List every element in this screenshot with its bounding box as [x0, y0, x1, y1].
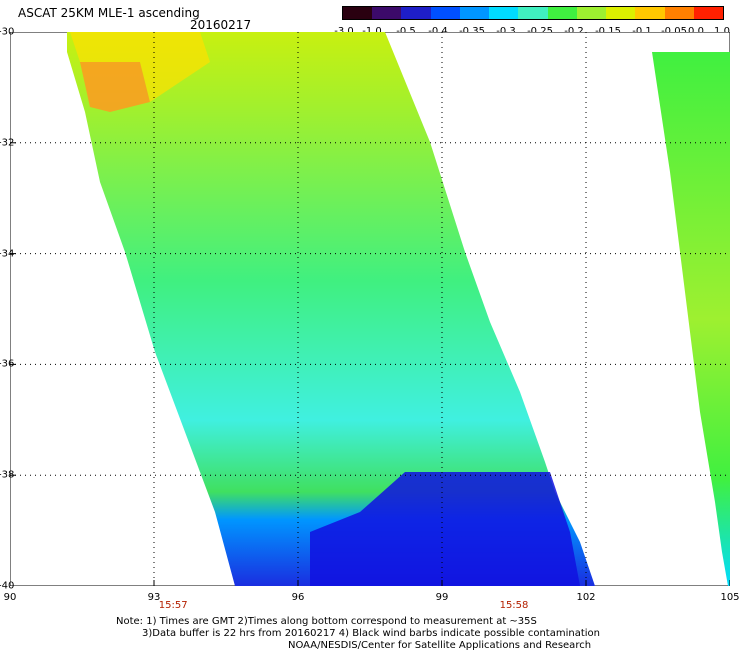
note-line-1: Note: 1) Times are GMT 2)Times along bot… — [116, 616, 537, 627]
color-scale-segment — [430, 7, 460, 19]
grid-lines — [10, 32, 730, 586]
swath-blue-patch — [310, 472, 580, 586]
longitude-label: 105 — [720, 592, 740, 603]
color-scale-segment — [664, 7, 694, 19]
color-scale-segment — [489, 7, 519, 19]
color-scale-segment — [635, 7, 665, 19]
swath-right — [652, 52, 730, 586]
color-scale-bar — [342, 6, 724, 20]
swath-yellow-patch — [70, 32, 210, 102]
latitude-label: -34 — [0, 248, 15, 260]
latitude-label: -36 — [0, 358, 15, 370]
time-label: 15:57 — [158, 600, 188, 611]
color-scale-segment — [372, 7, 402, 19]
note-line-3: NOAA/NESDIS/Center for Satellite Applica… — [288, 640, 592, 651]
swath-orange-patch — [80, 62, 150, 112]
longitude-label: 102 — [576, 592, 596, 603]
axis-ticks — [10, 32, 730, 586]
latitude-label: -30 — [0, 26, 15, 38]
color-scale-segment — [693, 7, 724, 19]
time-label: 15:58 — [499, 600, 529, 611]
color-scale-segment — [606, 7, 636, 19]
map-date: 20160217 — [190, 18, 252, 32]
longitude-label: 96 — [291, 592, 305, 603]
color-scale-segment — [576, 7, 607, 19]
longitude-label: 93 — [147, 592, 161, 603]
map-title: ASCAT 25KM MLE-1 ascending — [18, 6, 200, 20]
swath-main — [67, 32, 595, 586]
note-line-2: 3)Data buffer is 22 hrs from 20160217 4)… — [142, 628, 600, 639]
color-scale-segment — [518, 7, 548, 19]
latitude-label: -38 — [0, 469, 15, 481]
map-plot — [10, 32, 730, 586]
color-scale-segment — [547, 7, 577, 19]
longitude-label: 99 — [435, 592, 449, 603]
color-scale-segment — [401, 7, 431, 19]
color-scale-segment — [459, 7, 490, 19]
color-scale-segment — [343, 7, 373, 19]
latitude-label: -40 — [0, 580, 15, 592]
latitude-label: -32 — [0, 137, 15, 149]
longitude-label: 90 — [3, 592, 17, 603]
